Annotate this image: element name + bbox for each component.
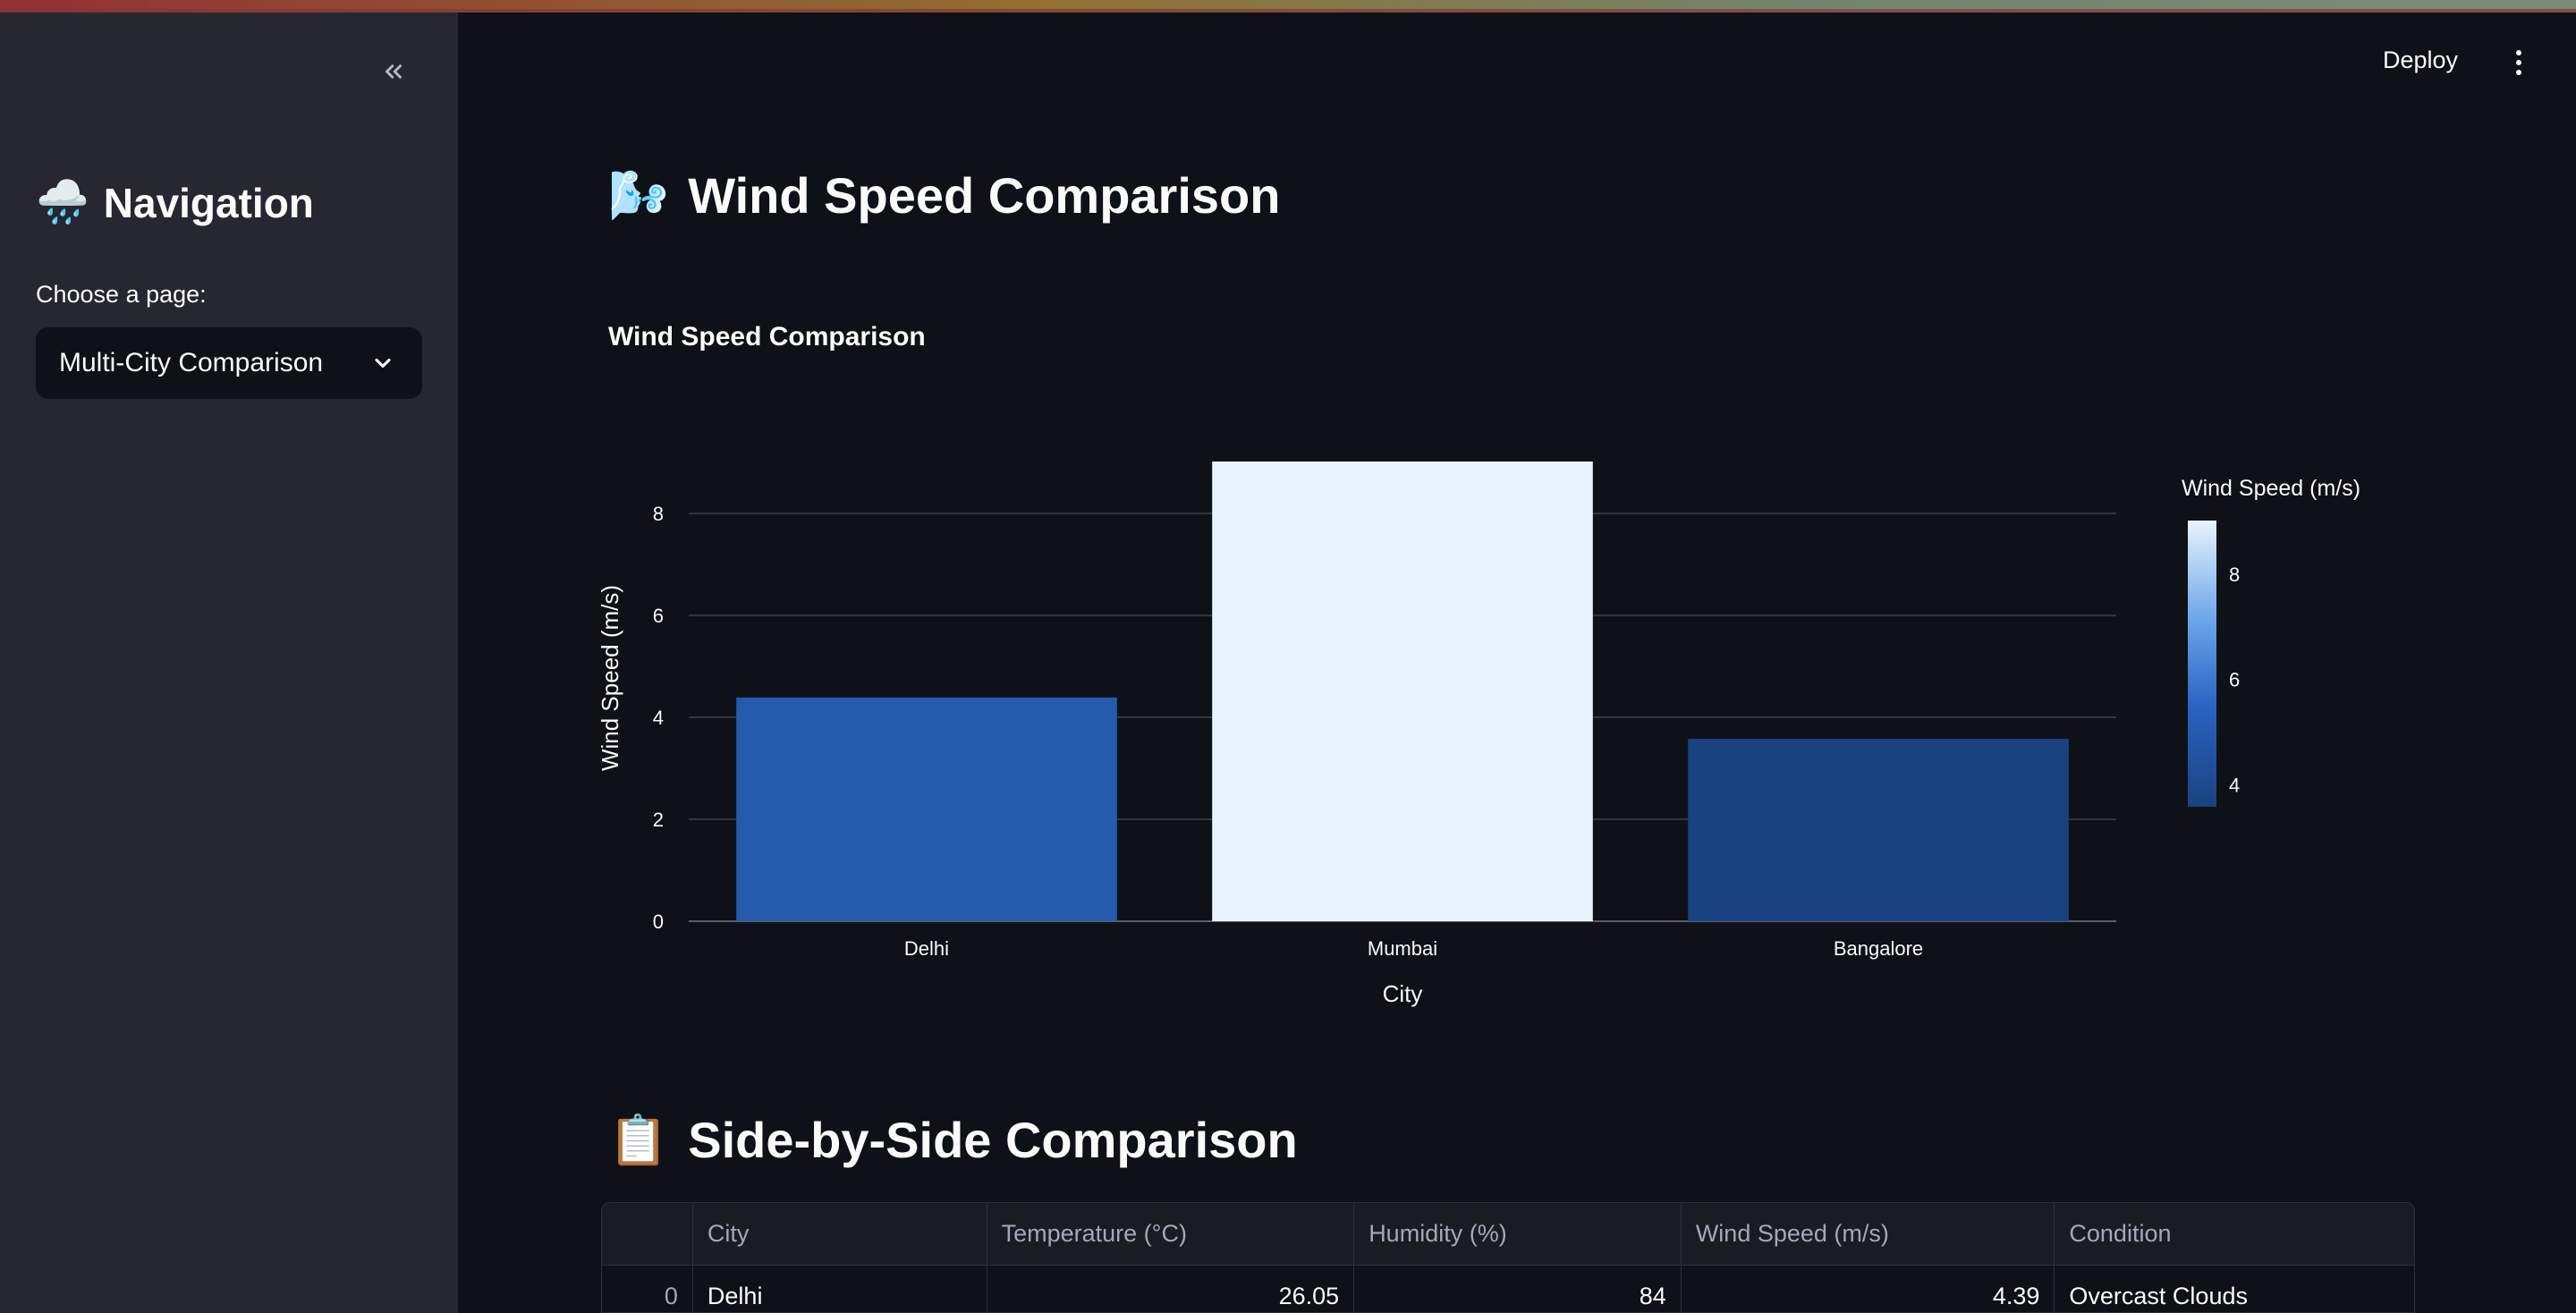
table-header-wind-speed[interactable]: Wind Speed (m/s) (1682, 1203, 2055, 1265)
y-tick-label: 8 (653, 503, 664, 525)
table-cell-humidity[interactable]: 84 (1354, 1266, 1682, 1312)
table-header-temperature[interactable]: Temperature (°C) (987, 1203, 1355, 1265)
page-select[interactable]: Multi-City Comparison (36, 327, 422, 399)
wind-face-icon: 🌬️ (608, 168, 669, 223)
bar-mumbai[interactable] (1212, 462, 1593, 921)
section-title: 📋 Side-by-Side Comparison (608, 1111, 1298, 1169)
section-title-text: Side-by-Side Comparison (688, 1112, 1298, 1168)
table-cell-wind-speed[interactable]: 4.39 (1682, 1266, 2055, 1312)
colorbar-title: Wind Speed (m/s) (2182, 476, 2360, 501)
page-select-label: Choose a page: (36, 281, 207, 308)
chart-title: Wind Speed Comparison (608, 322, 926, 352)
y-tick-label: 4 (653, 707, 664, 729)
x-tick-label: Bangalore (1834, 937, 1923, 960)
rain-cloud-icon: 🌧️ (36, 179, 89, 226)
colorbar-tick-label: 4 (2229, 774, 2240, 796)
wind-speed-bar-chart: 0 2 4 6 8 Delhi Mumbai Bangalore Wind Speed (m/… (597, 462, 2360, 1007)
table-header-row: City Temperature (°C) Humidity (%) Wind … (602, 1203, 2414, 1266)
sidebar-title: 🌧️ Navigation (36, 179, 314, 227)
bar-delhi[interactable] (736, 697, 1117, 921)
x-axis-label: City (1383, 980, 1423, 1007)
bar-bangalore[interactable] (1688, 738, 2069, 921)
table-header-city[interactable]: City (693, 1203, 987, 1265)
table-cell-index: 0 (602, 1266, 693, 1312)
clipboard-icon: 📋 (608, 1113, 669, 1167)
y-tick-label: 6 (653, 605, 664, 627)
colorbar (2188, 521, 2216, 807)
x-tick-label: Mumbai (1368, 937, 1437, 960)
collapse-sidebar-button[interactable] (374, 52, 413, 91)
kebab-menu-icon[interactable] (2512, 47, 2526, 79)
sidebar-title-text: Navigation (103, 180, 314, 226)
table-row[interactable]: 0 Delhi 26.05 84 4.39 Overcast Clouds (602, 1266, 2414, 1312)
y-axis-label: Wind Speed (m/s) (597, 585, 623, 771)
page-title: 🌬️ Wind Speed Comparison (608, 166, 1280, 224)
deploy-button[interactable]: Deploy (2383, 47, 2459, 73)
page-select-value: Multi-City Comparison (59, 348, 324, 377)
table-header-index[interactable] (602, 1203, 693, 1265)
comparison-table[interactable]: City Temperature (°C) Humidity (%) Wind … (601, 1202, 2415, 1313)
x-tick-label: Delhi (904, 937, 949, 960)
table-cell-condition[interactable]: Overcast Clouds (2069, 1283, 2248, 1309)
top-decoration-bar (0, 0, 2576, 13)
table-cell-city[interactable]: Delhi (693, 1266, 987, 1312)
table-header-humidity[interactable]: Humidity (%) (1354, 1203, 1682, 1265)
chevron-down-icon (375, 358, 391, 368)
y-tick-label: 0 (653, 911, 664, 933)
table-header-condition[interactable]: Condition (2069, 1220, 2172, 1247)
double-chevron-left-icon (386, 64, 402, 79)
page-title-text: Wind Speed Comparison (688, 167, 1281, 224)
y-tick-label: 2 (653, 809, 664, 831)
colorbar-tick-label: 6 (2229, 669, 2240, 691)
sidebar: 🌧️ Navigation Choose a page: Multi-City … (0, 13, 458, 1313)
colorbar-tick-label: 8 (2229, 563, 2240, 586)
table-cell-temperature[interactable]: 26.05 (987, 1266, 1355, 1312)
